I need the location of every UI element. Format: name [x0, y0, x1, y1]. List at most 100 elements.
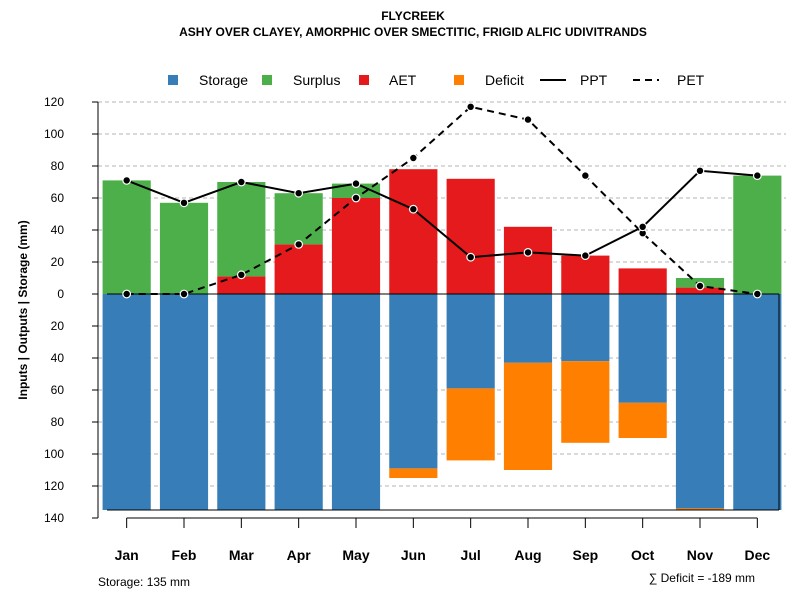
y-tick-label: 20 [51, 255, 65, 269]
pet-point [294, 239, 304, 249]
storage-bar [102, 294, 151, 510]
chart-title: FLYCREEK [381, 9, 445, 23]
deficit-bar [675, 508, 725, 510]
storage-bar [159, 294, 209, 510]
y-tick-label: 80 [51, 159, 65, 173]
aet-bar [503, 226, 553, 294]
legend-label: AET [389, 72, 417, 88]
y-axis-label: Inputs | Outputs | Storage (mm) [16, 220, 30, 399]
y-tick-label: 120 [44, 95, 64, 109]
pet-point [523, 115, 533, 124]
deficit-bar [618, 402, 667, 438]
y-tick-label: 40 [51, 351, 65, 365]
ppt-point [351, 179, 361, 189]
aet-bar [675, 287, 725, 294]
pet-point [122, 289, 132, 299]
surplus-bar [159, 202, 209, 294]
line-layer [122, 102, 762, 299]
storage-note: Storage: 135 mm [98, 575, 190, 589]
axes: 120 100 80 60 40 20 0 20 40 60 80 100 120 140 Jan Feb Ma… [44, 95, 770, 563]
deficit-bar [561, 361, 610, 443]
pet-point [351, 193, 361, 203]
y-tick-label: 140 [44, 511, 64, 525]
ppt-point [122, 175, 132, 185]
surplus-bar [331, 183, 381, 198]
y-tick-label: 20 [51, 319, 65, 333]
surplus-bar [217, 182, 266, 277]
deficit-note: ∑ Deficit = -189 mm [649, 571, 755, 585]
x-tick-label: Jan [115, 547, 139, 563]
pet-point [466, 102, 476, 112]
pet-point [580, 171, 590, 181]
y-tick-label: 100 [44, 447, 64, 461]
storage-bar [446, 294, 495, 389]
storage-bar [274, 294, 323, 510]
x-tick-label: Mar [229, 547, 254, 563]
ppt-point [466, 252, 476, 262]
storage-bar [675, 294, 725, 509]
storage-bar [561, 294, 610, 362]
deficit-bar [503, 362, 553, 470]
ppt-point [236, 177, 246, 187]
y-tick-label: 80 [51, 415, 65, 429]
pet-point [752, 289, 762, 299]
x-tick-label: Feb [172, 547, 197, 563]
aet-bar [389, 169, 438, 294]
legend-swatch [168, 75, 178, 85]
pet-line [126, 105, 758, 295]
x-tick-label: Jun [401, 547, 426, 563]
y-tick-label: 60 [51, 383, 65, 397]
x-tick-label: Apr [287, 547, 312, 563]
chart-legend: Storage Surplus AET Deficit PPT PET [168, 72, 705, 88]
x-tick-label: Jul [461, 547, 481, 563]
surplus-bar [274, 193, 323, 245]
x-tick-label: Aug [514, 547, 541, 563]
y-tick-label: 0 [57, 287, 64, 301]
pet-point [408, 153, 418, 163]
storage-bar [389, 294, 438, 469]
legend-label: Surplus [293, 72, 340, 88]
ppt-point [294, 188, 304, 198]
legend-swatch [359, 75, 369, 85]
bar-layer [102, 169, 782, 511]
y-tick-label: 120 [44, 479, 64, 493]
storage-bar [733, 294, 782, 510]
pet-point [236, 270, 246, 280]
x-tick-label: May [342, 547, 369, 563]
x-tick-label: Nov [687, 547, 714, 563]
deficit-bar [389, 468, 438, 478]
aet-bar [618, 268, 667, 294]
ppt-point [523, 247, 533, 257]
ppt-point [695, 166, 705, 176]
gridlines [98, 101, 786, 487]
aet-bar [331, 198, 381, 294]
surplus-bar [102, 180, 151, 294]
storage-bar [618, 294, 667, 403]
chart-subtitle: ASHY OVER CLAYEY, AMORPHIC OVER SMECTITI… [179, 25, 647, 39]
storage-bar [503, 294, 553, 363]
deficit-bar [446, 388, 495, 461]
ppt-point [752, 171, 762, 181]
ppt-line [126, 169, 758, 259]
pet-point [179, 289, 189, 299]
x-tick-label: Oct [631, 547, 655, 563]
x-tick-label: Dec [744, 547, 770, 563]
surplus-bar [733, 175, 782, 294]
aet-bar [274, 244, 323, 294]
ppt-point [638, 222, 648, 232]
ppt-point [408, 204, 418, 214]
ppt-point [580, 251, 590, 261]
storage-bar [331, 294, 381, 510]
legend-swatch [262, 75, 272, 85]
legend-label: PET [677, 72, 705, 88]
pet-point [695, 281, 705, 291]
legend-swatch [454, 75, 464, 85]
legend-label: Deficit [485, 72, 524, 88]
ppt-point [179, 198, 189, 208]
y-tick-label: 60 [51, 191, 65, 205]
aet-bar [446, 178, 495, 294]
legend-label: Storage [199, 72, 248, 88]
legend-label: PPT [580, 72, 608, 88]
y-tick-label: 40 [51, 223, 65, 237]
